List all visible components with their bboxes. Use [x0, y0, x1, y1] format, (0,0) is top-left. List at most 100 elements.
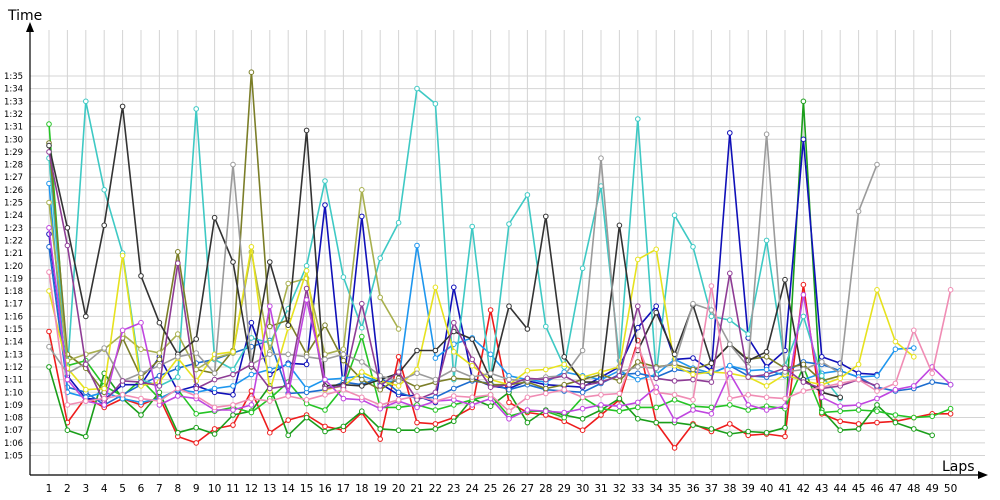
x-tick-label: 2 — [64, 483, 71, 495]
data-point — [819, 354, 825, 360]
data-point — [303, 414, 310, 421]
data-point — [506, 386, 512, 393]
data-point — [414, 85, 420, 92]
y-tick-label: 1:19 — [4, 274, 23, 284]
data-point — [267, 398, 273, 404]
data-point — [782, 395, 788, 402]
data-point — [230, 259, 236, 265]
data-point — [708, 313, 715, 320]
series-15 — [46, 269, 954, 415]
data-point — [524, 367, 531, 374]
data-point — [690, 366, 696, 373]
x-tick-label: 50 — [944, 483, 957, 495]
data-point — [119, 378, 126, 384]
data-point — [635, 376, 641, 383]
data-point — [432, 426, 439, 432]
data-point — [800, 281, 807, 288]
series-line — [48, 151, 878, 404]
data-point — [837, 427, 844, 434]
data-point — [837, 418, 844, 425]
data-point — [322, 385, 328, 392]
data-point — [800, 388, 807, 394]
data-point — [175, 429, 181, 436]
data-point — [414, 419, 420, 426]
series-line — [48, 105, 841, 399]
data-point — [359, 359, 365, 365]
data-point — [395, 354, 402, 360]
data-point — [579, 427, 586, 434]
data-point — [506, 416, 512, 422]
data-point — [579, 265, 586, 272]
data-point — [543, 366, 549, 373]
data-point — [156, 319, 163, 326]
data-point — [819, 384, 825, 391]
x-tick-label: 6 — [138, 483, 145, 495]
data-point — [395, 397, 402, 403]
data-point — [322, 407, 328, 413]
data-point — [469, 394, 476, 401]
data-point — [175, 385, 181, 392]
data-point — [340, 351, 347, 358]
data-point — [487, 403, 494, 410]
data-point — [322, 376, 328, 383]
data-point — [340, 423, 347, 430]
data-point — [303, 268, 310, 274]
y-tick-label: 1:32 — [4, 110, 23, 120]
data-point — [947, 411, 954, 417]
data-point — [763, 237, 770, 244]
data-point — [561, 354, 568, 360]
x-tick-label: 17 — [337, 483, 350, 495]
data-point — [837, 380, 844, 387]
x-tick-label: 46 — [870, 483, 884, 495]
data-point — [285, 361, 292, 368]
data-point — [524, 326, 531, 332]
data-point — [340, 346, 347, 353]
data-point — [193, 411, 199, 417]
x-tick-label: 30 — [576, 483, 589, 495]
data-point — [506, 381, 512, 388]
data-point — [800, 366, 807, 373]
data-point — [46, 364, 52, 370]
data-point — [671, 392, 678, 398]
data-point — [138, 395, 144, 402]
data-point — [874, 408, 880, 415]
data-point — [230, 422, 236, 428]
data-point — [892, 338, 899, 345]
data-point — [708, 379, 715, 385]
data-point — [727, 421, 733, 427]
data-point — [635, 116, 641, 122]
x-tick-label: 28 — [539, 483, 552, 495]
x-tick-label: 7 — [156, 483, 163, 495]
x-tick-label: 15 — [300, 483, 313, 495]
data-point — [101, 345, 107, 351]
series-13 — [46, 149, 880, 406]
data-point — [579, 389, 586, 396]
data-point — [874, 373, 880, 379]
data-point — [395, 326, 402, 332]
data-point — [635, 342, 641, 349]
y-tick-label: 1:33 — [4, 97, 23, 107]
data-point — [64, 225, 71, 231]
data-point — [46, 142, 52, 149]
x-tick-label: 3 — [82, 483, 89, 495]
data-point — [64, 376, 71, 383]
data-point — [487, 307, 494, 313]
data-point — [230, 407, 236, 413]
data-point — [285, 432, 292, 439]
data-point — [653, 375, 660, 382]
data-point — [451, 393, 457, 399]
data-point — [377, 436, 384, 442]
data-point — [837, 403, 844, 410]
data-point — [947, 405, 954, 412]
data-point — [46, 149, 52, 155]
data-point — [727, 270, 733, 277]
data-point — [635, 370, 641, 377]
data-point — [230, 366, 236, 373]
data-point — [359, 383, 365, 389]
data-point — [303, 385, 310, 392]
x-tick-label: 9 — [193, 483, 200, 495]
data-point — [101, 402, 107, 408]
data-point — [156, 350, 163, 356]
data-point — [359, 187, 365, 193]
data-point — [616, 378, 623, 384]
